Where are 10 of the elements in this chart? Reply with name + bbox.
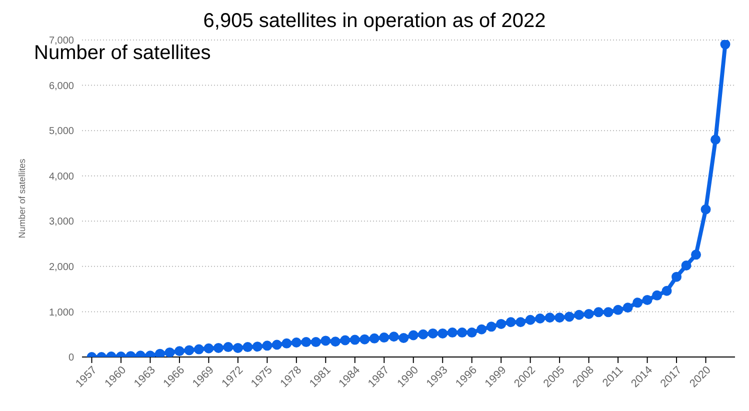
y-tick-label: 0 [68,352,74,364]
y-tick-label: 1,000 [48,307,74,318]
y-axis-title: Number of satellites [17,158,28,238]
y-tick-label: 7,000 [48,36,74,47]
y-tick-label: 5,000 [48,126,74,138]
y-tick-label: 6,000 [48,80,74,92]
y-tick-label: 2,000 [48,262,74,273]
y-tick-label: 4,000 [48,171,74,182]
chart-title: 6,905 satellites in operation as of 2022 [202,9,547,34]
y-tick-label: 3,000 [48,216,74,228]
